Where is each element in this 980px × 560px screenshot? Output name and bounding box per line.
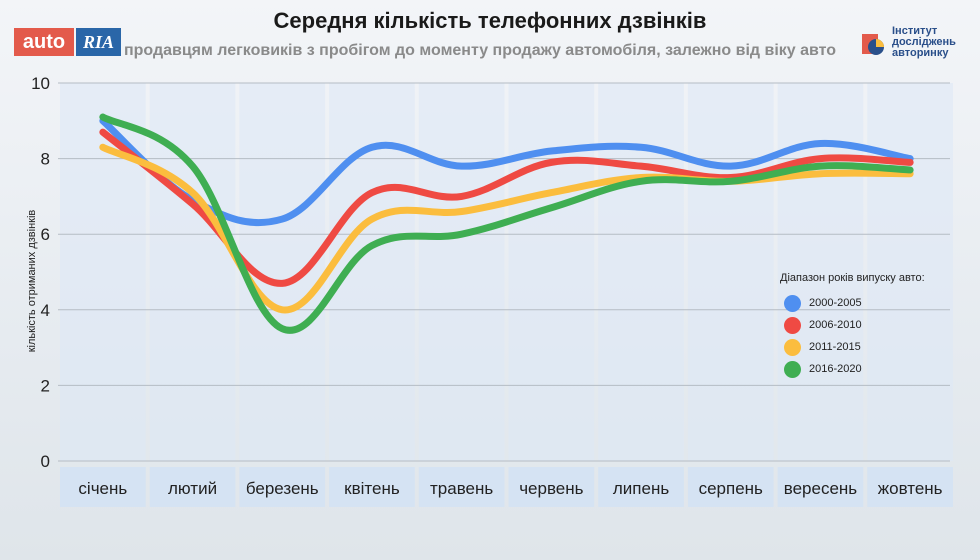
- x-tick-label: жовтень: [878, 479, 943, 498]
- legend-swatch: [784, 338, 801, 356]
- x-category-cell: [149, 467, 236, 507]
- column-panel: [149, 83, 236, 461]
- x-category-cell: [687, 467, 774, 507]
- chart-title: Середня кількість телефонних дзвінків: [273, 8, 707, 33]
- x-category-cell: [508, 467, 595, 507]
- y-tick-label: 6: [41, 225, 50, 244]
- x-tick-label: січень: [78, 479, 127, 498]
- y-tick-label: 8: [41, 150, 50, 169]
- institute-line-2: досліджень: [892, 36, 956, 48]
- x-tick-label: лютий: [168, 479, 217, 498]
- legend-label: 2000-2005: [809, 297, 862, 309]
- series-line-2016-2020: [99, 113, 914, 334]
- y-tick-label: 4: [41, 301, 50, 320]
- x-tick-label: червень: [519, 479, 583, 498]
- institute-name: Інститут досліджень авторинку: [892, 26, 956, 59]
- legend-swatch: [784, 294, 801, 312]
- legend-item-2011-2015: 2011-2015: [780, 336, 950, 358]
- institute-line-1: Інститут: [892, 25, 938, 37]
- x-tick-label: травень: [430, 479, 493, 498]
- column-panel: [508, 83, 595, 461]
- institute-line-3: авторинку: [892, 47, 949, 59]
- legend-label: 2006-2010: [809, 319, 862, 331]
- column-panel: [867, 83, 953, 461]
- x-category-cell: [60, 467, 146, 507]
- column-panel: [418, 83, 505, 461]
- legend-item-2016-2020: 2016-2020: [780, 358, 950, 380]
- column-panel: [60, 83, 146, 461]
- legend-swatch: [784, 360, 801, 378]
- y-tick-label: 2: [41, 376, 50, 395]
- x-tick-label: липень: [613, 479, 669, 498]
- x-tick-label: березень: [246, 479, 319, 498]
- x-category-cell: [867, 467, 953, 507]
- legend-label: 2011-2015: [809, 341, 861, 353]
- institute-pie-icon: [862, 34, 884, 55]
- legend-item-2006-2010: 2006-2010: [780, 314, 950, 336]
- x-tick-label: квітень: [344, 479, 400, 498]
- legend-title: Діапазон років випуску авто:: [780, 272, 925, 284]
- column-panel: [687, 83, 774, 461]
- x-category-cell: [418, 467, 505, 507]
- x-category-cell: [777, 467, 864, 507]
- x-tick-label: вересень: [784, 479, 858, 498]
- ria-logo: RIA: [76, 28, 121, 56]
- institute-logo: Інститут досліджень авторинку: [858, 26, 968, 60]
- x-category-cell: [329, 467, 415, 507]
- x-tick-label: серпень: [699, 479, 763, 498]
- column-panel: [598, 83, 684, 461]
- legend-swatch: [784, 316, 801, 334]
- legend: Діапазон років випуску авто: 2000-2005 2…: [780, 272, 950, 380]
- legend-label: 2016-2020: [809, 363, 862, 375]
- auto-logo: auto: [14, 28, 74, 56]
- x-category-cell: [239, 467, 326, 507]
- y-tick-label: 10: [31, 74, 50, 93]
- chart-subtitle: продавцям легковиків з пробігом до момен…: [123, 42, 837, 59]
- series-line-2000-2005: [99, 117, 914, 227]
- x-category-cell: [598, 467, 684, 507]
- y-tick-label: 0: [41, 452, 50, 471]
- legend-item-2000-2005: 2000-2005: [780, 292, 950, 314]
